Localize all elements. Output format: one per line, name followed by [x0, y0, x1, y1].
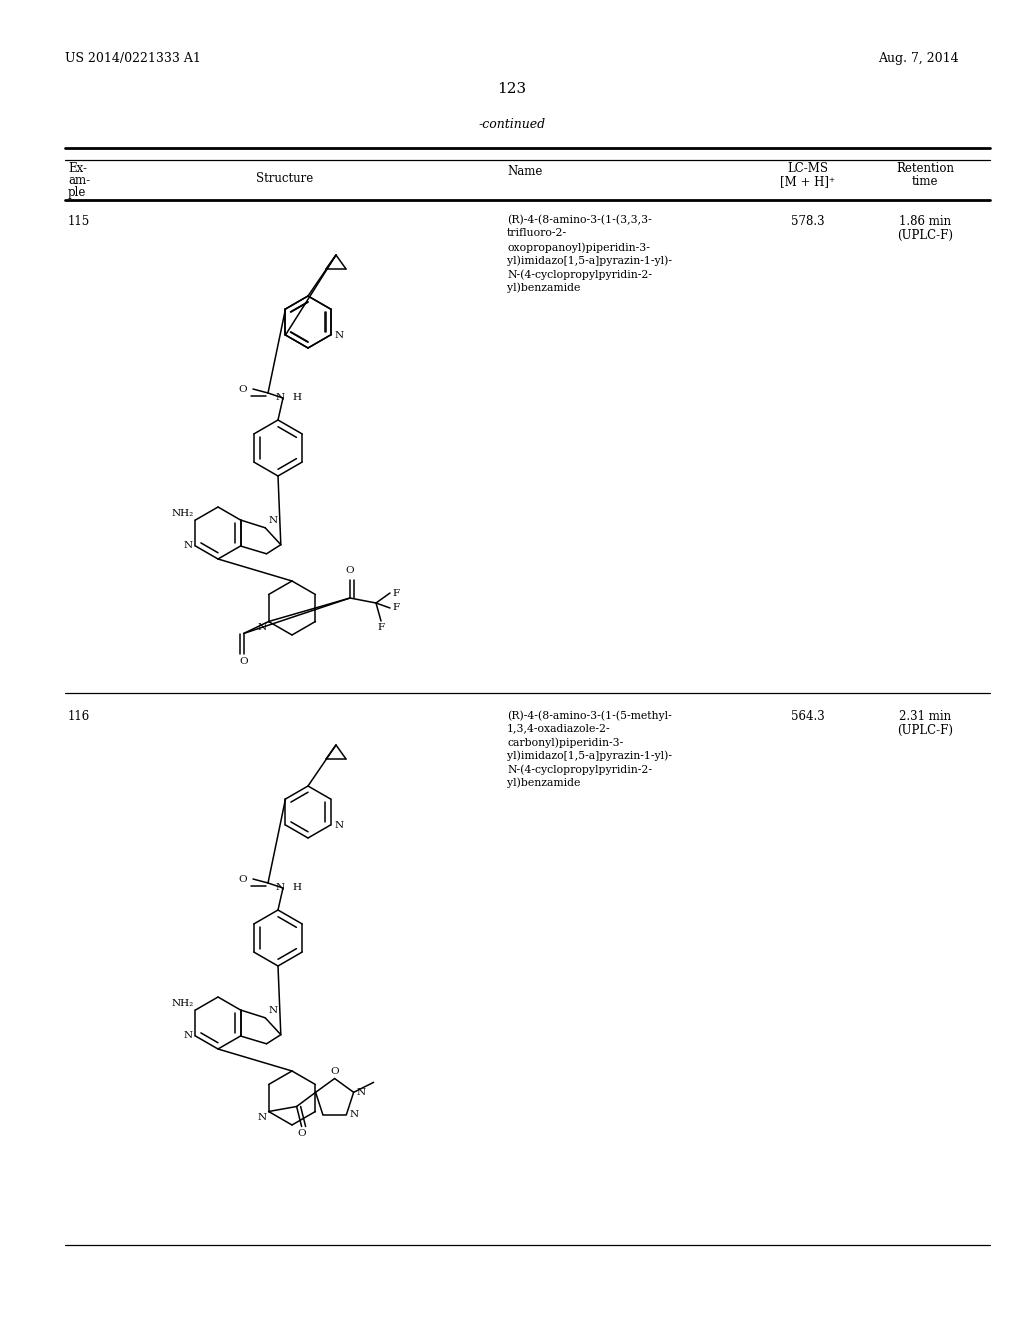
- Text: N: N: [268, 1006, 278, 1015]
- Text: 1,3,4-oxadiazole-2-: 1,3,4-oxadiazole-2-: [507, 723, 610, 734]
- Text: O: O: [331, 1067, 339, 1076]
- Text: N: N: [183, 1031, 193, 1040]
- Text: LC-MS: LC-MS: [787, 162, 828, 176]
- Text: F: F: [392, 603, 399, 612]
- Text: Name: Name: [507, 165, 543, 178]
- Text: time: time: [911, 176, 938, 187]
- Text: 116: 116: [68, 710, 90, 723]
- Text: 115: 115: [68, 215, 90, 228]
- Text: trifluoro-2-: trifluoro-2-: [507, 228, 567, 239]
- Text: Structure: Structure: [256, 172, 313, 185]
- Text: O: O: [240, 656, 248, 665]
- Text: -continued: -continued: [478, 117, 546, 131]
- Text: N: N: [268, 516, 278, 525]
- Text: N: N: [335, 330, 344, 339]
- Text: [M + H]⁺: [M + H]⁺: [780, 176, 836, 187]
- Text: am-: am-: [68, 174, 90, 187]
- Text: F: F: [392, 589, 399, 598]
- Text: N: N: [275, 883, 285, 892]
- Text: O: O: [297, 1130, 306, 1138]
- Text: (UPLC-F): (UPLC-F): [897, 723, 953, 737]
- Text: 2.31 min: 2.31 min: [899, 710, 951, 723]
- Text: O: O: [239, 384, 247, 393]
- Text: yl)imidazo[1,5-a]pyrazin-1-yl)-: yl)imidazo[1,5-a]pyrazin-1-yl)-: [507, 256, 672, 267]
- Text: N: N: [275, 393, 285, 403]
- Text: N: N: [349, 1110, 358, 1119]
- Text: NH₂: NH₂: [171, 510, 194, 517]
- Text: N: N: [335, 821, 344, 829]
- Text: carbonyl)piperidin-3-: carbonyl)piperidin-3-: [507, 737, 624, 747]
- Text: 578.3: 578.3: [792, 215, 824, 228]
- Text: N: N: [356, 1088, 366, 1097]
- Text: H: H: [292, 393, 301, 403]
- Text: Retention: Retention: [896, 162, 954, 176]
- Text: US 2014/0221333 A1: US 2014/0221333 A1: [65, 51, 201, 65]
- Text: NH₂: NH₂: [171, 999, 194, 1008]
- Text: (UPLC-F): (UPLC-F): [897, 228, 953, 242]
- Text: (R)-4-(8-amino-3-(1-(3,3,3-: (R)-4-(8-amino-3-(1-(3,3,3-: [507, 215, 651, 226]
- Text: 1.86 min: 1.86 min: [899, 215, 951, 228]
- Text: 123: 123: [498, 82, 526, 96]
- Text: F: F: [378, 623, 385, 632]
- Text: yl)benzamide: yl)benzamide: [507, 282, 581, 293]
- Text: yl)benzamide: yl)benzamide: [507, 777, 581, 788]
- Text: N: N: [257, 623, 266, 632]
- Text: N: N: [257, 1114, 266, 1122]
- Text: ple: ple: [68, 186, 86, 199]
- Text: O: O: [346, 566, 354, 576]
- Text: Aug. 7, 2014: Aug. 7, 2014: [879, 51, 959, 65]
- Text: N-(4-cyclopropylpyridin-2-: N-(4-cyclopropylpyridin-2-: [507, 764, 652, 775]
- Text: yl)imidazo[1,5-a]pyrazin-1-yl)-: yl)imidazo[1,5-a]pyrazin-1-yl)-: [507, 751, 672, 762]
- Text: N: N: [183, 541, 193, 550]
- Text: (R)-4-(8-amino-3-(1-(5-methyl-: (R)-4-(8-amino-3-(1-(5-methyl-: [507, 710, 672, 721]
- Text: H: H: [292, 883, 301, 892]
- Text: N-(4-cyclopropylpyridin-2-: N-(4-cyclopropylpyridin-2-: [507, 269, 652, 280]
- Text: oxopropanoyl)piperidin-3-: oxopropanoyl)piperidin-3-: [507, 242, 650, 252]
- Text: O: O: [239, 874, 247, 883]
- Text: 564.3: 564.3: [792, 710, 825, 723]
- Text: Ex-: Ex-: [68, 162, 87, 176]
